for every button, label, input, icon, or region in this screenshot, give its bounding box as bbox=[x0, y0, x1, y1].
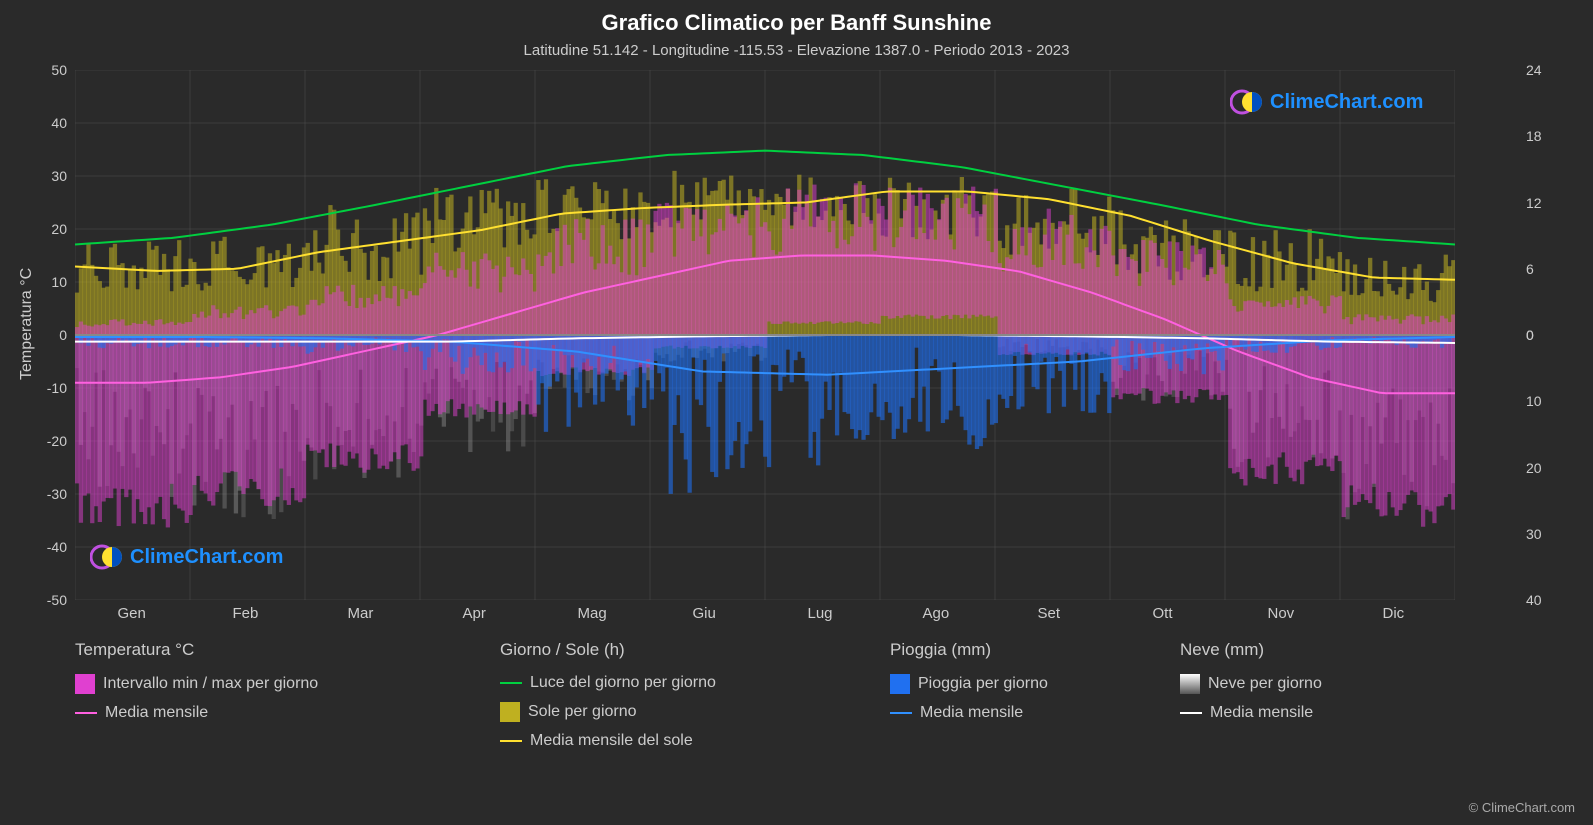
y-left-tick: -50 bbox=[47, 592, 67, 608]
y-left-tick: 50 bbox=[51, 62, 67, 78]
x-tick-month: Set bbox=[1038, 605, 1061, 622]
legend-column: Neve (mm) Neve per giorno Media mensile bbox=[1180, 640, 1322, 722]
y-right-tick: 18 bbox=[1526, 128, 1542, 144]
y-right-tick: 20 bbox=[1526, 460, 1542, 476]
legend-label: Media mensile del sole bbox=[530, 732, 693, 750]
y-left-tick: -10 bbox=[47, 380, 67, 396]
legend-header: Giorno / Sole (h) bbox=[500, 640, 716, 660]
legend-column: Giorno / Sole (h) Luce del giorno per gio… bbox=[500, 640, 716, 750]
x-tick-month: Feb bbox=[233, 605, 259, 622]
y-left-tick: -30 bbox=[47, 486, 67, 502]
legend-swatch bbox=[500, 702, 520, 722]
legend-label: Pioggia per giorno bbox=[918, 675, 1048, 693]
legend-swatch bbox=[500, 682, 522, 684]
legend-item: Sole per giorno bbox=[500, 702, 716, 722]
legend-header: Neve (mm) bbox=[1180, 640, 1322, 660]
y-left-tick: 10 bbox=[51, 274, 67, 290]
y-right-tick: 40 bbox=[1526, 592, 1542, 608]
legend-swatch bbox=[890, 674, 910, 694]
x-tick-month: Mar bbox=[348, 605, 374, 622]
legend-column: Pioggia (mm) Pioggia per giorno Media mens… bbox=[890, 640, 1048, 722]
legend-swatch bbox=[1180, 674, 1200, 694]
x-tick-month: Nov bbox=[1268, 605, 1295, 622]
legend-item: Media mensile bbox=[890, 704, 1048, 722]
x-tick-month: Apr bbox=[463, 605, 486, 622]
watermark: ClimeChart.com bbox=[1230, 88, 1423, 116]
x-tick-month: Ott bbox=[1153, 605, 1173, 622]
x-tick-month: Lug bbox=[808, 605, 833, 622]
y-right-tick: 10 bbox=[1526, 393, 1542, 409]
y-left-tick: -40 bbox=[47, 539, 67, 555]
x-axis-ticks: Gen Feb Mar Apr Mag Giu Lug Ago Set Ott Nov Dic bbox=[75, 605, 1455, 635]
x-tick-month: Ago bbox=[923, 605, 950, 622]
y-left-tick: 40 bbox=[51, 115, 67, 131]
legend-label: Media mensile bbox=[1210, 704, 1313, 722]
y-axis-right-ticks: 24181260010203040 bbox=[1518, 70, 1593, 600]
chart-subtitle: Latitudine 51.142 - Longitudine -115.53 … bbox=[0, 36, 1593, 59]
legend-swatch bbox=[75, 712, 97, 714]
chart-container: Grafico Climatico per Banff Sunshine Lat… bbox=[0, 0, 1593, 825]
plot-svg bbox=[75, 70, 1455, 600]
legend-item: Media mensile bbox=[75, 704, 318, 722]
copyright: © ClimeChart.com bbox=[1469, 800, 1575, 815]
y-right-tick: 6 bbox=[1526, 261, 1534, 277]
x-tick-month: Gen bbox=[118, 605, 146, 622]
legend-swatch bbox=[1180, 712, 1202, 714]
legend-label: Neve per giorno bbox=[1208, 675, 1322, 693]
x-tick-month: Giu bbox=[693, 605, 716, 622]
y-left-tick: -20 bbox=[47, 433, 67, 449]
legend-item: Intervallo min / max per giorno bbox=[75, 674, 318, 694]
y-right-tick: 12 bbox=[1526, 195, 1542, 211]
logo-icon bbox=[1230, 88, 1264, 116]
legend-item: Luce del giorno per giorno bbox=[500, 674, 716, 692]
legend-swatch bbox=[500, 740, 522, 742]
legend-item: Media mensile del sole bbox=[500, 732, 716, 750]
legend-label: Intervallo min / max per giorno bbox=[103, 675, 318, 693]
x-tick-month: Mag bbox=[578, 605, 607, 622]
y-right-tick: 24 bbox=[1526, 62, 1542, 78]
y-left-tick: 30 bbox=[51, 168, 67, 184]
logo-icon bbox=[90, 543, 124, 571]
legend-swatch bbox=[75, 674, 95, 694]
legend-item: Neve per giorno bbox=[1180, 674, 1322, 694]
watermark-text: ClimeChart.com bbox=[130, 546, 283, 569]
y-right-tick: 0 bbox=[1526, 327, 1534, 343]
legend-label: Luce del giorno per giorno bbox=[530, 674, 716, 692]
legend-column: Temperatura °C Intervallo min / max per g… bbox=[75, 640, 318, 722]
legend-item: Media mensile bbox=[1180, 704, 1322, 722]
x-tick-month: Dic bbox=[1383, 605, 1405, 622]
y-right-tick: 30 bbox=[1526, 526, 1542, 542]
y-left-tick: 0 bbox=[59, 327, 67, 343]
watermark: ClimeChart.com bbox=[90, 543, 283, 571]
chart-title: Grafico Climatico per Banff Sunshine bbox=[0, 0, 1593, 36]
y-left-tick: 20 bbox=[51, 221, 67, 237]
watermark-text: ClimeChart.com bbox=[1270, 91, 1423, 114]
legend-header: Pioggia (mm) bbox=[890, 640, 1048, 660]
legend-header: Temperatura °C bbox=[75, 640, 318, 660]
legend-item: Pioggia per giorno bbox=[890, 674, 1048, 694]
legend-label: Media mensile bbox=[920, 704, 1023, 722]
y-axis-left-ticks: 50403020100-10-20-30-40-50 bbox=[0, 70, 75, 600]
legend-swatch bbox=[890, 712, 912, 714]
legend-label: Sole per giorno bbox=[528, 703, 637, 721]
legend-label: Media mensile bbox=[105, 704, 208, 722]
y-axis-right-bottom-label: Pioggia / Neve (mm) bbox=[1575, 0, 1593, 77]
